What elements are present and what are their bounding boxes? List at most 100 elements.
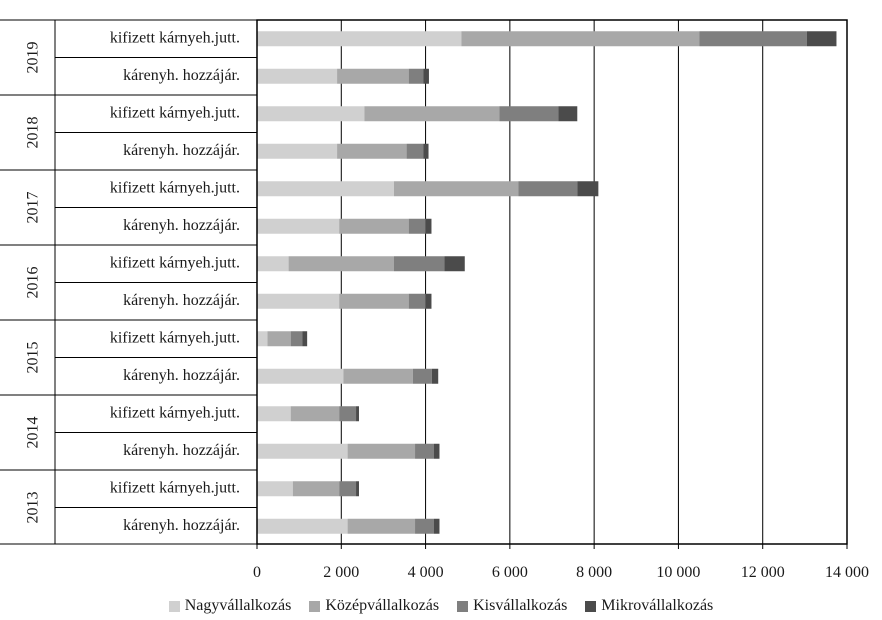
- bar-segment: [267, 331, 291, 347]
- bar-segment: [257, 68, 338, 84]
- bar-segment: [288, 256, 394, 272]
- bar-segment: [257, 443, 348, 459]
- bar-segment: [356, 406, 359, 422]
- bar-segment: [339, 406, 357, 422]
- legend-item-nagyvallalkozas: Nagyvállalkozás: [168, 597, 292, 615]
- bar-segment: [337, 68, 409, 84]
- category-label: kifizett kárnyeh.jutt.: [110, 254, 240, 271]
- bar-segment: [257, 368, 344, 384]
- legend-swatch: [457, 600, 469, 612]
- x-tick-label: 4 000: [408, 564, 444, 581]
- bar-segment: [257, 518, 348, 534]
- x-tick-label: 0: [253, 564, 261, 581]
- gridlines: [340, 20, 848, 544]
- legend-item-kozepvallalkozas: Középvállalkozás: [309, 597, 439, 615]
- category-label: kifizett kárnyeh.jutt.: [110, 329, 240, 346]
- bar-segment: [461, 31, 700, 47]
- category-label: kifizett kárnyeh.jutt.: [110, 29, 240, 46]
- bar-segment: [393, 181, 519, 197]
- x-tick-label: 8 000: [576, 564, 612, 581]
- legend-label: Középvállalkozás: [325, 597, 440, 614]
- bar-segment: [257, 31, 462, 47]
- bar-segment: [257, 406, 291, 422]
- category-label: kárenyh. hozzájár.: [123, 517, 240, 534]
- bar-segment: [431, 368, 439, 384]
- bar-segment: [434, 443, 440, 459]
- bar-segment: [292, 481, 340, 497]
- bar-segment: [415, 443, 434, 459]
- bar-segment: [364, 106, 500, 122]
- bar-segment: [577, 181, 599, 197]
- bar-segment: [806, 31, 837, 47]
- bar-segment: [257, 181, 394, 197]
- bar-segment: [302, 331, 308, 347]
- legend-swatch: [585, 600, 597, 612]
- bar-segment: [699, 31, 807, 47]
- category-axis: 2019 kifizett kárnyeh.jutt. kárenyh. hozzá…: [0, 19, 257, 545]
- x-tick-label: 10 000: [656, 564, 700, 581]
- category-label: kifizett kárnyeh.jutt.: [110, 479, 240, 496]
- bar-segment: [408, 68, 424, 84]
- bar-segment: [408, 293, 426, 309]
- bar-segment: [339, 293, 409, 309]
- bar-segment: [444, 256, 465, 272]
- year-label: 2017: [25, 192, 42, 224]
- bar-segment: [257, 331, 268, 347]
- category-label: kárenyh. hozzájár.: [123, 292, 240, 309]
- bar-segment: [343, 368, 413, 384]
- bar-segment: [347, 518, 416, 534]
- category-label: kárenyh. hozzájár.: [123, 367, 240, 384]
- bar-segment: [423, 143, 429, 159]
- value-axis: 0 2 000 4 000 6 000 8 000 10 000 12 000 14 000: [253, 19, 869, 581]
- bar-segment: [425, 293, 432, 309]
- legend-item-kisvallalkozas: Kisvállalkozás: [457, 597, 567, 615]
- bar-segment: [558, 106, 578, 122]
- category-label: kárenyh. hozzájár.: [123, 67, 240, 84]
- bar-segment: [434, 518, 440, 534]
- bars: [257, 31, 837, 534]
- bar-segment: [257, 218, 340, 234]
- year-label: 2015: [25, 342, 42, 374]
- bar-segment: [499, 106, 559, 122]
- bar-segment: [257, 293, 340, 309]
- bar-segment: [412, 368, 432, 384]
- year-label: 2018: [25, 117, 42, 149]
- bar-segment: [347, 443, 416, 459]
- legend-label: Mikrovállalkozás: [601, 597, 714, 614]
- x-tick-label: 12 000: [741, 564, 785, 581]
- bar-segment: [408, 218, 426, 234]
- year-label: 2014: [25, 417, 42, 449]
- bar-segment: [257, 143, 338, 159]
- bar-segment: [339, 481, 357, 497]
- category-label: kifizett kárnyeh.jutt.: [110, 404, 240, 421]
- bar-segment: [257, 106, 365, 122]
- bar-segment: [257, 481, 293, 497]
- legend-label: Nagyvállalkozás: [184, 597, 292, 614]
- bar-segment: [337, 143, 407, 159]
- legend-swatch: [168, 600, 180, 612]
- legend-swatch: [309, 600, 321, 612]
- bar-segment: [415, 518, 434, 534]
- bar-segment: [356, 481, 359, 497]
- category-label: kárenyh. hozzájár.: [123, 442, 240, 459]
- bar-segment: [290, 406, 340, 422]
- category-label: kárenyh. hozzájár.: [123, 142, 240, 159]
- category-label: kifizett kárnyeh.jutt.: [110, 179, 240, 196]
- bar-segment: [257, 256, 289, 272]
- legend-item-mikrovallalkozas: Mikrovállalkozás: [585, 597, 713, 615]
- plot-frame: [256, 19, 848, 545]
- category-label: kifizett kárnyeh.jutt.: [110, 104, 240, 121]
- year-label: 2019: [25, 42, 42, 74]
- bar-segment: [406, 143, 424, 159]
- x-tick-label: 14 000: [825, 564, 869, 581]
- bar-segment: [339, 218, 409, 234]
- year-label: 2013: [25, 492, 42, 524]
- bar-segment: [423, 68, 429, 84]
- bar-segment: [393, 256, 445, 272]
- x-tick-label: 6 000: [492, 564, 528, 581]
- legend: Nagyvállalkozás Középvállalkozás Kisváll…: [0, 594, 882, 618]
- legend-label: Kisvállalkozás: [473, 597, 568, 614]
- x-tick-label: 2 000: [323, 564, 359, 581]
- bar-segment: [290, 331, 303, 347]
